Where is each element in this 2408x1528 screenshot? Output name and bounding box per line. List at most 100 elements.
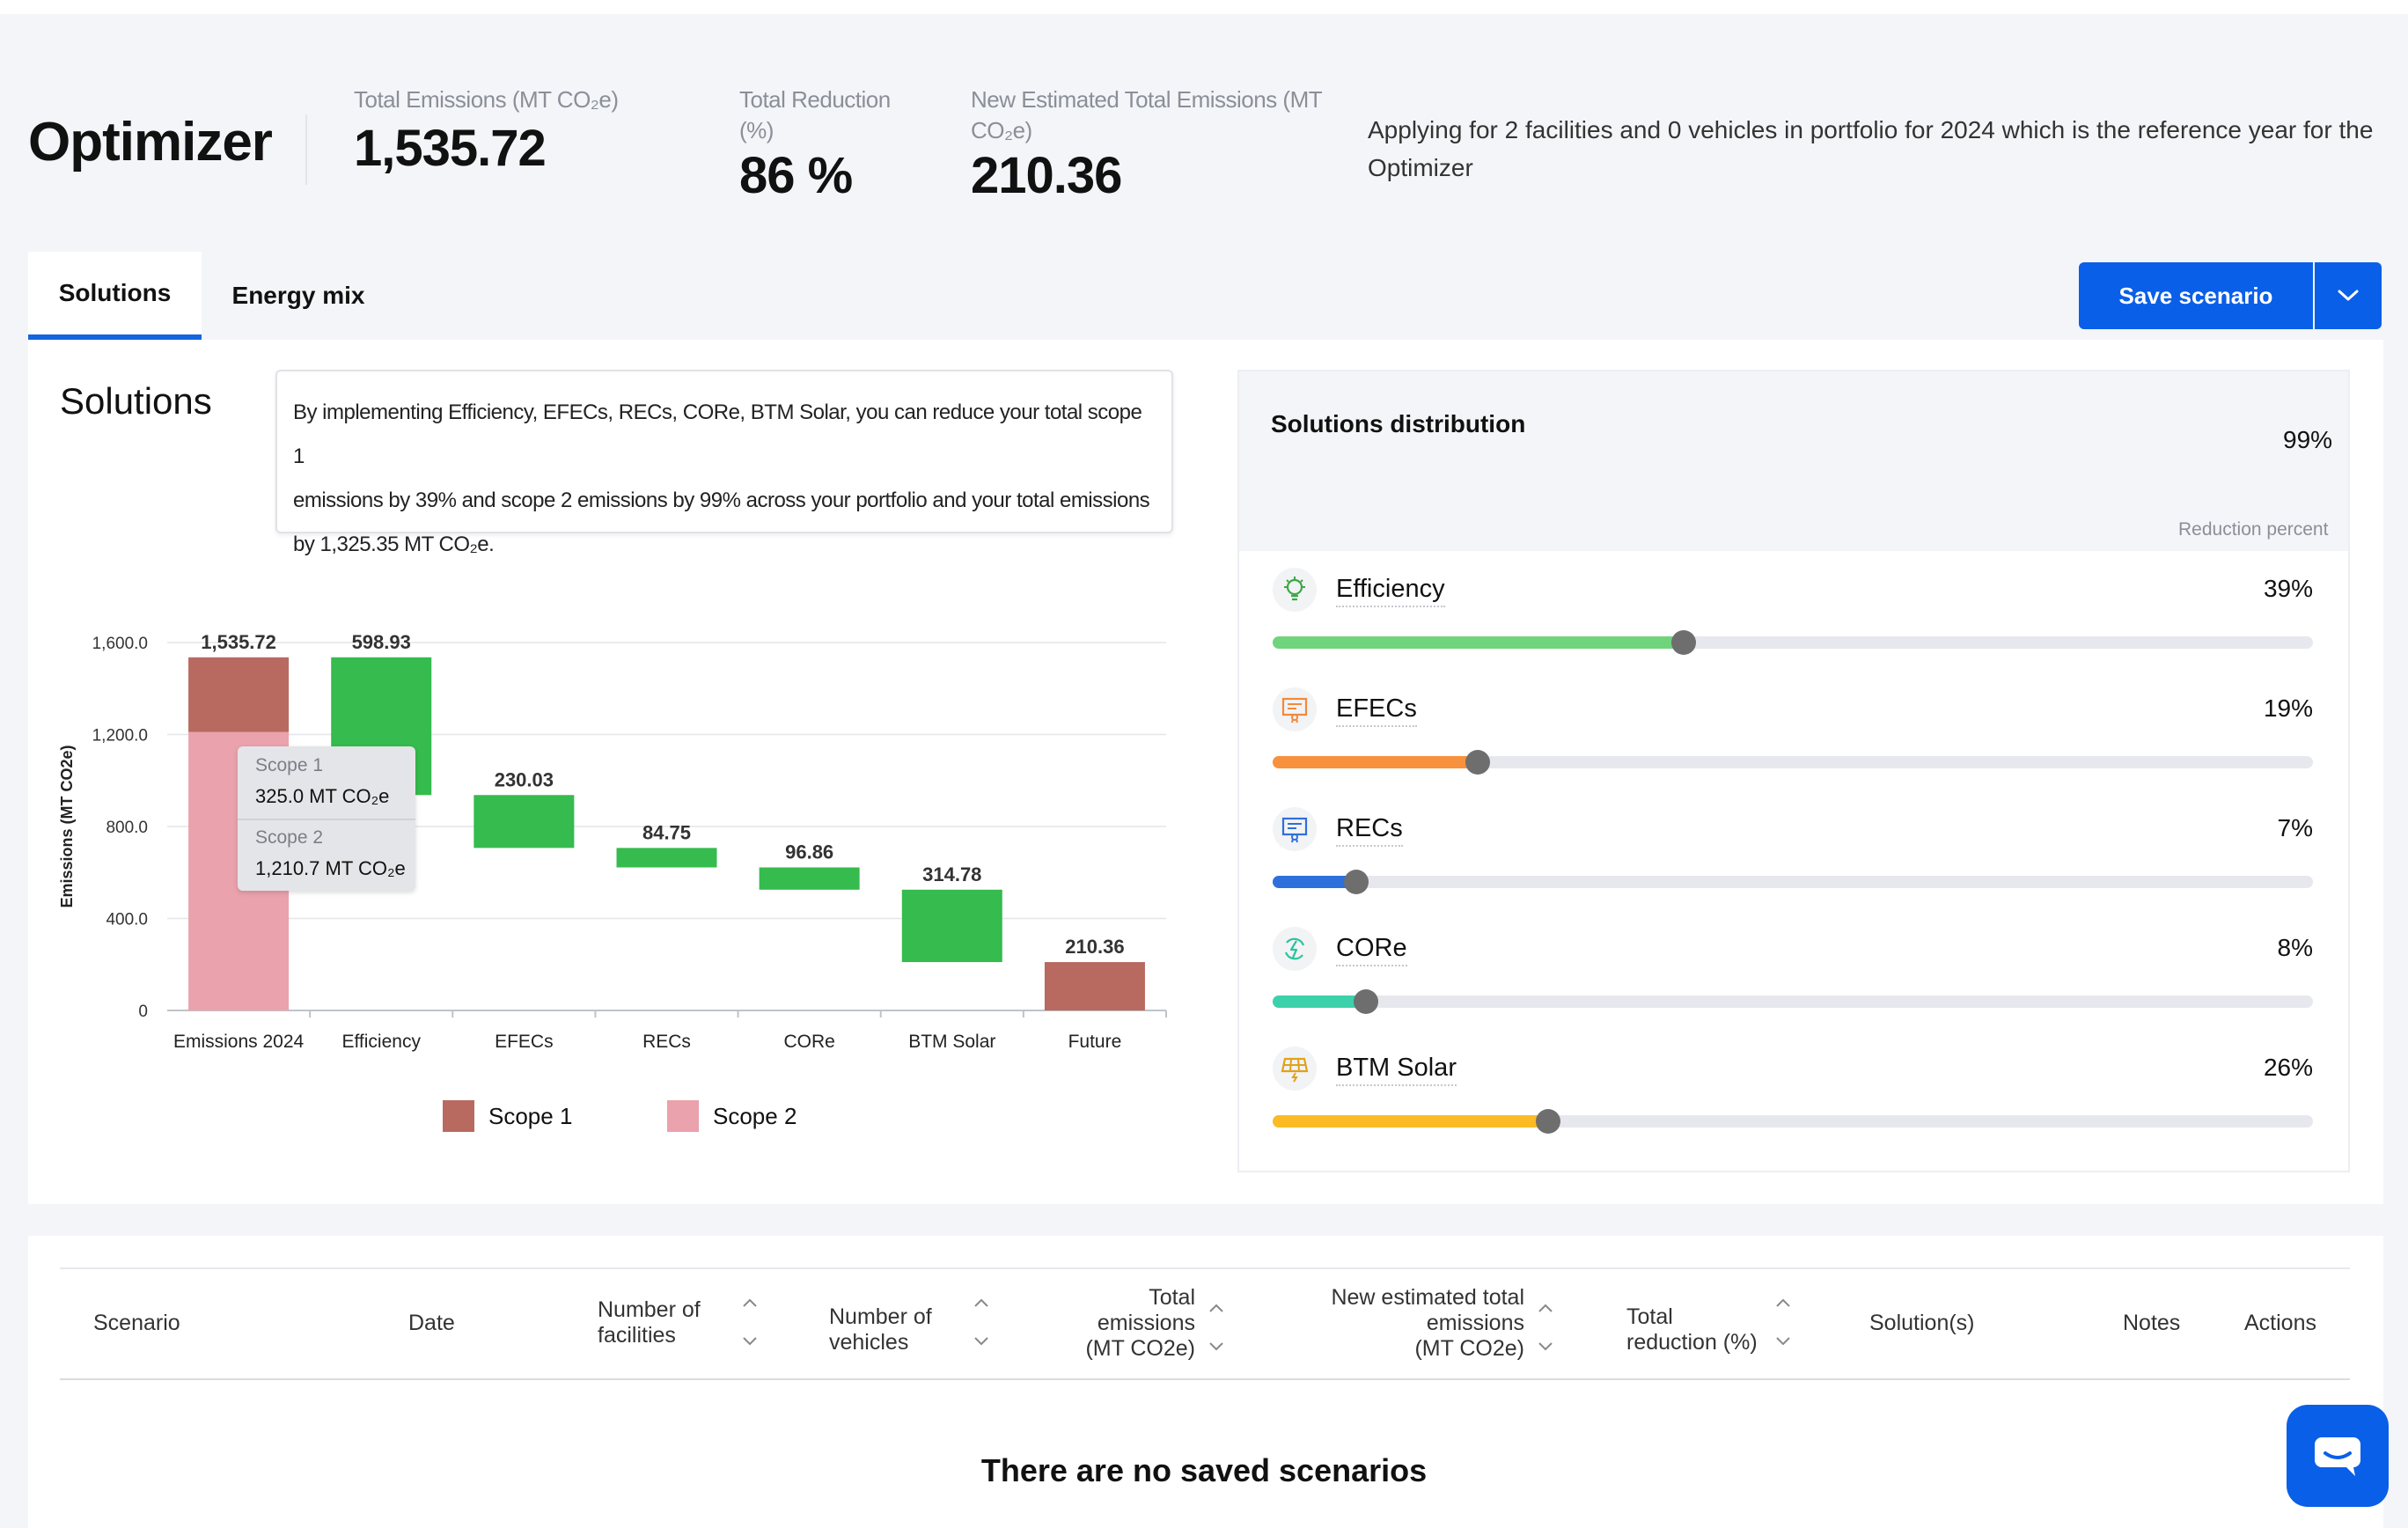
legend-swatch [443,1100,474,1132]
tooltip-scope1-label: Scope 1 [255,755,324,775]
solution-name: Efficiency [1336,575,1445,607]
legend-item-scope2[interactable]: Scope 2 [667,1100,797,1132]
metric-value: 86 % [739,147,853,204]
y-axis-title: Emissions (MT CO2e) [58,745,76,907]
x-tick-label: RECs [642,1032,691,1052]
column-header-notes: Notes [2123,1311,2180,1336]
data-label: 230.03 [495,768,554,790]
column-header-label: vehicles [829,1330,909,1355]
sort-icon[interactable] [1774,1297,1792,1347]
chat-icon [2315,1437,2360,1476]
legend-item-scope1[interactable]: Scope 1 [443,1100,572,1132]
column-header-label: Scenario [93,1311,180,1335]
column-header-label: Total [1149,1285,1195,1310]
metric-label-line2: (%) [739,117,774,143]
metric-value: 210.36 [971,147,1122,204]
column-header-label: Number of [598,1297,701,1322]
sort-icon[interactable] [741,1297,759,1347]
solution-slider-track[interactable] [1273,989,2313,1014]
data-label: 598.93 [352,631,411,653]
save-options-dropdown[interactable] [2315,262,2382,329]
tab-solutions[interactable]: Solutions [28,252,202,340]
column-header-label: (MT CO2e) [1085,1336,1195,1361]
column-header-label: Actions [2244,1311,2316,1335]
x-tick-label: Future [1068,1032,1122,1052]
x-tick-label: Emissions 2024 [173,1032,305,1052]
top-strip [0,0,2408,14]
solution-slider-track[interactable] [1273,750,2313,775]
certificate-icon [1273,687,1317,731]
solutions-heading: Solutions [60,380,212,422]
chart-tooltip: Scope 1 325.0 MT CO₂e Scope 2 1,210.7 MT… [238,746,415,891]
tooltip-divider [238,819,415,820]
empty-state-message: There are no saved scenarios [980,1452,1428,1488]
solar-panel-icon [1273,1047,1317,1091]
solution-name: EFECs [1336,694,1417,727]
solution-percent: 39% [2263,575,2313,602]
metric-label: Total Reduction [739,86,891,113]
solution-percent: 26% [2263,1054,2313,1081]
solution-slider-handle[interactable] [1536,1109,1561,1134]
solution-slider-track[interactable] [1273,1109,2313,1134]
solution-row-efecs: EFECs 19% [1273,687,2313,793]
distribution-title: Solutions distribution [1271,410,1526,437]
solution-slider-handle[interactable] [1670,630,1696,655]
column-header-label: facilities [598,1323,676,1348]
solution-slider-handle[interactable] [1354,989,1379,1014]
lightbulb-icon [1273,568,1317,612]
solution-percent: 19% [2263,694,2313,722]
column-header-label: emissions [1097,1311,1195,1335]
scenarios-table-panel [28,1236,2383,1528]
legend-swatch [667,1100,699,1132]
column-header-label: Notes [2123,1311,2181,1335]
column-header-label: (MT CO2e) [1414,1336,1524,1361]
bar-total [1044,962,1145,1010]
bar-scope1 [188,657,290,732]
solution-name: BTM Solar [1336,1054,1457,1086]
data-label: 314.78 [922,863,981,885]
bar-reduction [759,867,860,890]
y-tick-label: 1,600.0 [92,635,148,653]
solution-slider-track[interactable] [1273,870,2313,894]
solution-name: RECs [1336,814,1403,847]
bar-reduction [616,848,717,868]
column-header-label: reduction (%) [1626,1330,1758,1355]
summary-line: By implementing Efficiency, EFECs, RECs,… [293,400,1142,468]
bar-reduction [901,889,1002,963]
sort-icon[interactable] [973,1297,990,1347]
chat-launcher-button[interactable] [2287,1405,2389,1507]
solution-slider-track[interactable] [1273,630,2313,655]
metric-label-line2: CO₂e) [971,117,1032,143]
table-top-border [60,1267,2350,1269]
data-label: 84.75 [642,821,691,843]
metric-value: 1,535.72 [354,120,547,177]
solution-slider-fill [1273,1115,1549,1128]
sort-icon[interactable] [1208,1303,1225,1352]
distribution-subtitle: Reduction percent [2178,519,2329,540]
sort-icon[interactable] [1537,1303,1554,1352]
y-tick-label: 0 [138,1003,148,1021]
solution-slider-handle[interactable] [1465,750,1490,775]
save-scenario-button[interactable]: Save scenario [2079,262,2313,329]
tooltip-scope2-value: 1,210.7 MT CO₂e [255,857,406,879]
data-label: 96.86 [785,841,833,863]
legend-label: Scope 1 [488,1102,573,1129]
solution-slider-fill [1273,876,1356,888]
solution-slider-handle[interactable] [1343,870,1369,894]
bar-reduction [474,795,575,848]
solution-row-recs: RECs 7% [1273,807,2313,913]
tooltip-scope2-label: Scope 2 [255,827,324,848]
lightning-cycle-icon [1273,927,1317,971]
column-header-total-emissions: Total emissions (MT CO2e) [1030,1285,1195,1362]
portfolio-note: Applying for 2 facilities and 0 vehicles… [1368,116,2374,181]
chevron-down-icon [2338,290,2359,301]
solution-name: CORe [1336,934,1407,966]
metric-total-reduction: Total Reduction (%) 86 % [739,84,891,205]
y-tick-label: 800.0 [106,819,148,837]
tab-energy-mix[interactable]: Energy mix [231,282,365,309]
summary-line: by 1,325.35 MT CO₂e. [293,533,495,556]
x-tick-label: Efficiency [341,1032,421,1052]
metric-new-total-emissions: New Estimated Total Emissions (MT CO₂e) … [971,84,1323,205]
column-header-actions: Actions [2244,1311,2316,1336]
column-header-vehicles: Number of vehicles [829,1304,932,1355]
